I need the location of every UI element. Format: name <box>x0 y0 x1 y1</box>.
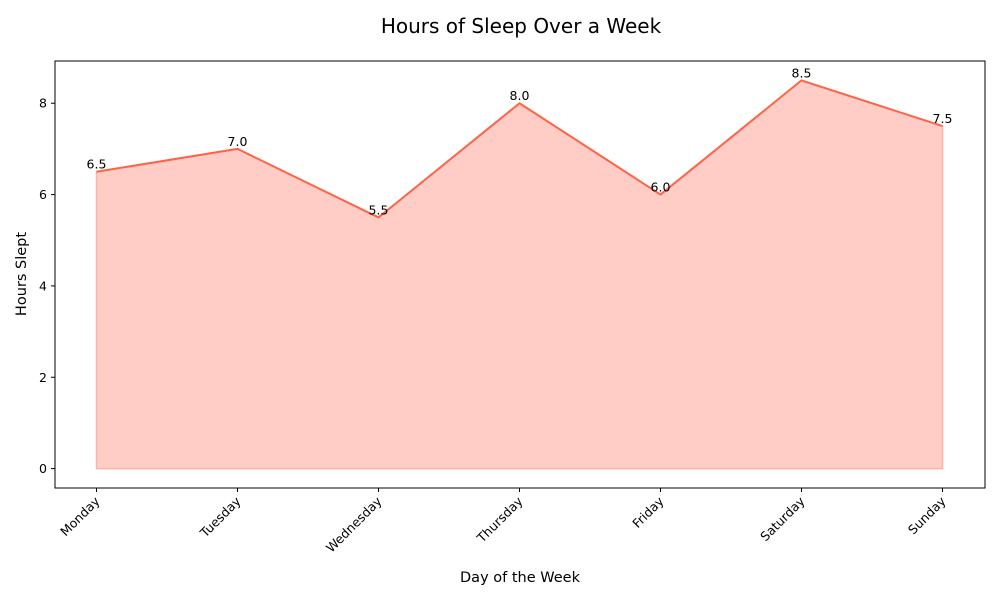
y-tick-label: 2 <box>39 370 47 385</box>
y-axis-label: Hours Slept <box>14 232 30 316</box>
data-label: 6.5 <box>87 157 107 172</box>
data-label: 8.5 <box>792 65 812 80</box>
plot-area: 6.5 7.0 5.5 8.0 6.0 8.5 7.5 0 2 4 6 8 Monday Tuesday W… <box>39 65 952 555</box>
x-tick-label: Sunday <box>905 493 949 537</box>
data-label: 6.0 <box>651 180 671 195</box>
data-label: 7.5 <box>933 111 953 126</box>
data-label: 8.0 <box>510 88 530 103</box>
x-tick-label: Friday <box>629 493 667 531</box>
x-tick-label: Tuesday <box>196 493 244 541</box>
y-tick-label: 6 <box>39 187 47 202</box>
x-tick-label: Wednesday <box>323 493 385 555</box>
chart-title: Hours of Sleep Over a Week <box>381 14 662 38</box>
x-tick-label: Thursday <box>473 493 526 546</box>
data-label: 5.5 <box>369 202 389 217</box>
y-tick-label: 0 <box>39 461 47 476</box>
data-label: 7.0 <box>228 134 248 149</box>
y-tick-label: 8 <box>39 96 47 111</box>
x-tick-label: Saturday <box>757 493 808 544</box>
area-fill <box>95 79 944 470</box>
plot-frame <box>54 60 986 489</box>
x-axis-label: Day of the Week <box>460 570 581 586</box>
y-tick-label: 4 <box>39 278 47 293</box>
x-tick-label: Monday <box>57 493 103 539</box>
